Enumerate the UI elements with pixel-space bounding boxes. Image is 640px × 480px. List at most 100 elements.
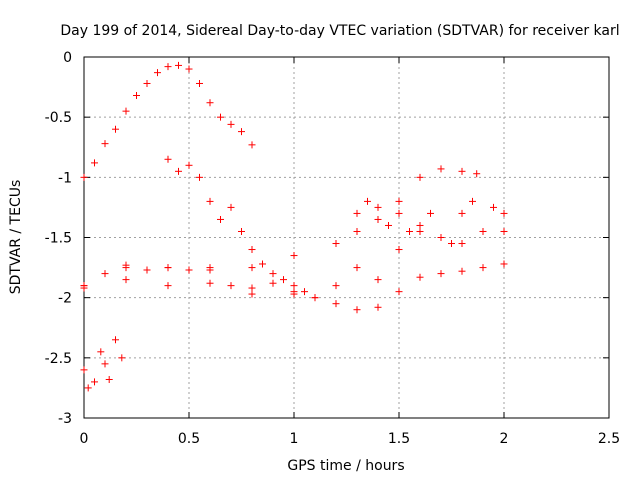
- data-point: [164, 264, 172, 272]
- data-point: [374, 203, 382, 211]
- data-point: [118, 354, 126, 362]
- data-point: [458, 267, 466, 275]
- data-point: [458, 167, 466, 175]
- data-point: [206, 279, 214, 287]
- data-point: [196, 79, 203, 87]
- data-point: [217, 113, 224, 121]
- y-tick-label: 0: [63, 50, 72, 66]
- data-point: [311, 294, 319, 302]
- data-point: [332, 240, 340, 248]
- data-point: [395, 246, 403, 254]
- axis-ticks: 0 0.5 1 1.5 2 2.5 0 -0.5 -1 -1.5 -2 -2.5 -3: [45, 50, 620, 447]
- data-point: [437, 234, 445, 241]
- y-tick-label: -1: [58, 170, 72, 186]
- data-point: [353, 227, 361, 235]
- data-point: [84, 384, 92, 392]
- data-point: [416, 227, 424, 235]
- data-point: [206, 264, 214, 272]
- data-point: [427, 209, 434, 217]
- data-point: [248, 284, 256, 292]
- data-point: [227, 203, 235, 211]
- data-point: [269, 279, 277, 287]
- data-point: [395, 288, 403, 296]
- x-tick-label: 2.5: [598, 431, 620, 447]
- data-point: [80, 366, 88, 374]
- data-point: [101, 270, 109, 278]
- series-arc-rising-peak: [80, 61, 256, 181]
- data-point: [290, 282, 298, 290]
- data-point: [395, 197, 403, 205]
- data-point: [185, 161, 193, 169]
- grid: [84, 57, 609, 418]
- series-scatter-right-cluster: [353, 197, 508, 248]
- data-point: [97, 348, 105, 356]
- data-point: [105, 375, 113, 383]
- data-point: [353, 306, 361, 314]
- data-point: [80, 173, 88, 181]
- data-point: [259, 260, 266, 268]
- data-point: [122, 261, 130, 269]
- x-tick-label: 1.5: [388, 431, 410, 447]
- data-point: [248, 246, 256, 254]
- data-point: [112, 336, 119, 344]
- data-point: [437, 270, 445, 278]
- data-point: [332, 282, 340, 290]
- data-point: [122, 276, 130, 284]
- data-point: [290, 252, 298, 260]
- data-point: [448, 240, 455, 248]
- data-point: [269, 270, 277, 278]
- data-point: [217, 215, 224, 223]
- data-point: [500, 260, 508, 268]
- y-tick-label: -3: [58, 411, 72, 427]
- y-tick-label: -0.5: [45, 110, 72, 126]
- series-scatter-early-low: [80, 336, 126, 392]
- data-point: [469, 197, 476, 205]
- data-point: [248, 290, 256, 298]
- data-point: [500, 209, 508, 217]
- x-tick-label: 1: [290, 431, 299, 447]
- data-point: [353, 209, 361, 217]
- data-points: [80, 61, 508, 392]
- data-point: [175, 167, 182, 175]
- data-point: [490, 203, 497, 211]
- y-tick-label: -1.5: [45, 231, 72, 247]
- data-point: [227, 120, 235, 128]
- data-point: [101, 140, 109, 148]
- x-axis-label: GPS time / hours: [287, 458, 404, 474]
- data-point: [185, 266, 193, 274]
- data-point: [238, 227, 245, 235]
- data-point: [143, 266, 151, 274]
- data-point: [458, 240, 466, 248]
- data-point: [164, 63, 172, 71]
- data-point: [248, 141, 256, 149]
- data-point: [280, 276, 287, 284]
- data-point: [227, 282, 235, 290]
- plot-frame: [83, 56, 610, 419]
- data-point: [80, 282, 88, 290]
- data-point: [479, 264, 487, 272]
- data-point: [206, 197, 214, 205]
- y-tick-label: -2: [58, 291, 72, 307]
- data-point: [122, 107, 130, 115]
- data-point: [353, 264, 361, 272]
- data-point: [238, 128, 245, 136]
- series-scatter-descending: [164, 155, 319, 302]
- data-point: [416, 273, 424, 281]
- data-point: [416, 221, 424, 229]
- data-point: [406, 227, 413, 235]
- data-point: [374, 215, 382, 223]
- data-point: [473, 170, 481, 178]
- data-point: [91, 378, 98, 386]
- data-point: [332, 300, 340, 308]
- data-point: [112, 125, 119, 133]
- data-point: [479, 227, 487, 235]
- data-point: [416, 173, 424, 181]
- x-tick-label: 0: [80, 431, 89, 447]
- chart-title: Day 199 of 2014, Sidereal Day-to-day VTE…: [60, 23, 619, 39]
- y-axis-label: SDTVAR / TECUs: [8, 180, 24, 295]
- data-point: [143, 79, 151, 87]
- data-point: [196, 173, 203, 181]
- data-point: [91, 159, 98, 167]
- data-point: [301, 288, 308, 296]
